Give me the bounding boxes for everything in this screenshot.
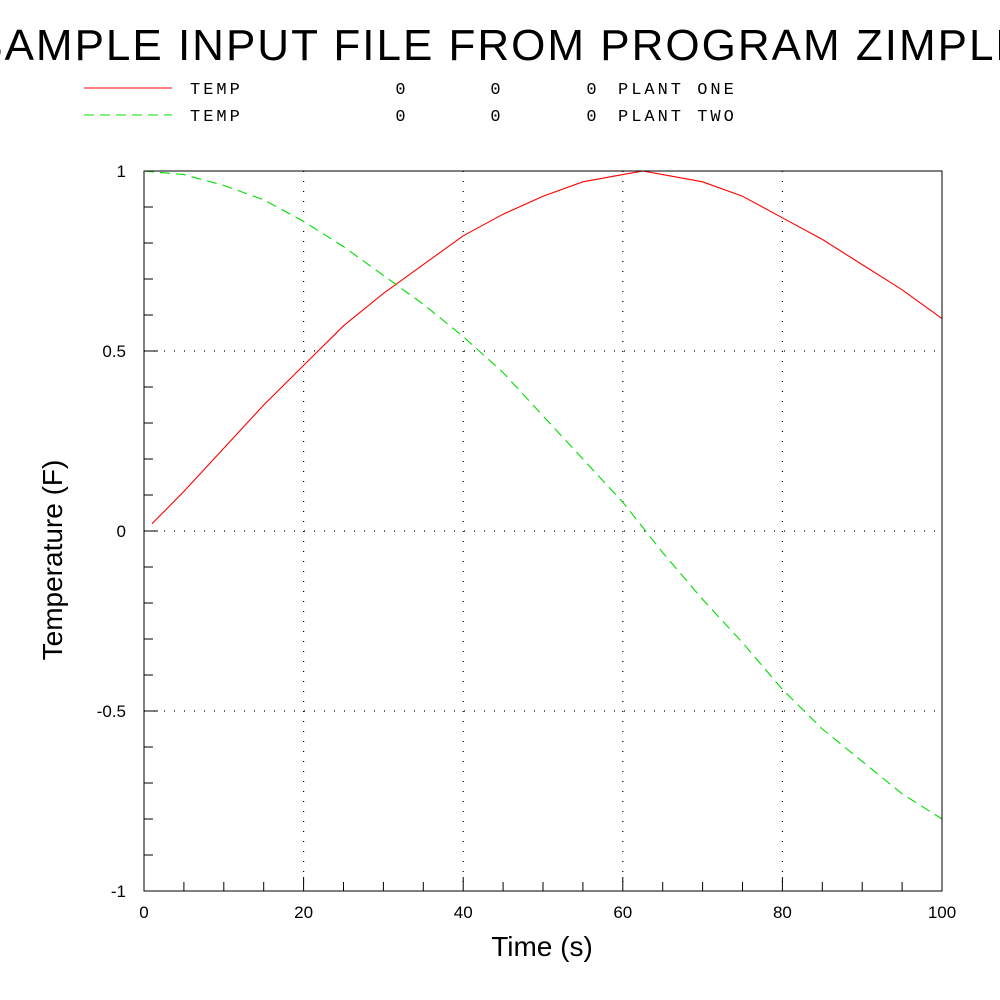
y-axis-label: Temperature (F) [37, 460, 68, 661]
series-line-1 [151, 170, 943, 525]
y-tick-label: 1 [117, 162, 126, 181]
y-tick-label: -1 [111, 882, 126, 901]
x-axis-label: Time (s) [491, 931, 593, 962]
series-line-2 [143, 170, 943, 820]
tick-labels: 0 20 40 60 80 100 -1 -0.5 0 0.5 1 [97, 162, 956, 922]
legend-entry-2-col-2: 0 [395, 108, 408, 127]
legend-entry-2-col-5: PLANT TWO [618, 108, 737, 127]
x-tick-label: 40 [454, 903, 473, 922]
legend-entry-1-col-1: TEMP [190, 81, 243, 100]
x-tick-label: 100 [928, 903, 956, 922]
series-group [143, 170, 943, 820]
legend: TEMP 0 0 0 PLANT ONE TEMP 0 0 0 PLANT TWO [84, 81, 737, 127]
legend-entry-1-col-2: 0 [395, 81, 408, 100]
y-tick-label: -0.5 [97, 702, 126, 721]
y-tick-label: 0 [117, 522, 126, 541]
plot-area-frame [143, 170, 943, 892]
legend-entry-1-col-5: PLANT ONE [618, 81, 737, 100]
grid [144, 171, 942, 891]
legend-entry-2-col-3: 0 [490, 108, 503, 127]
legend-entry-1-col-3: 0 [490, 81, 503, 100]
legend-entry-2-col-1: TEMP [190, 108, 243, 127]
x-tick-label: 0 [139, 903, 148, 922]
x-tick-label: 60 [613, 903, 632, 922]
x-tick-label: 80 [773, 903, 792, 922]
y-tick-label: 0.5 [102, 342, 126, 361]
x-tick-label: 20 [294, 903, 313, 922]
axis-ticks [144, 206, 903, 891]
legend-entry-2-col-4: 0 [586, 108, 599, 127]
legend-entry-1-col-4: 0 [586, 81, 599, 100]
chart-title: SAMPLE INPUT FILE FROM PROGRAM ZIMPLE [0, 21, 1000, 70]
